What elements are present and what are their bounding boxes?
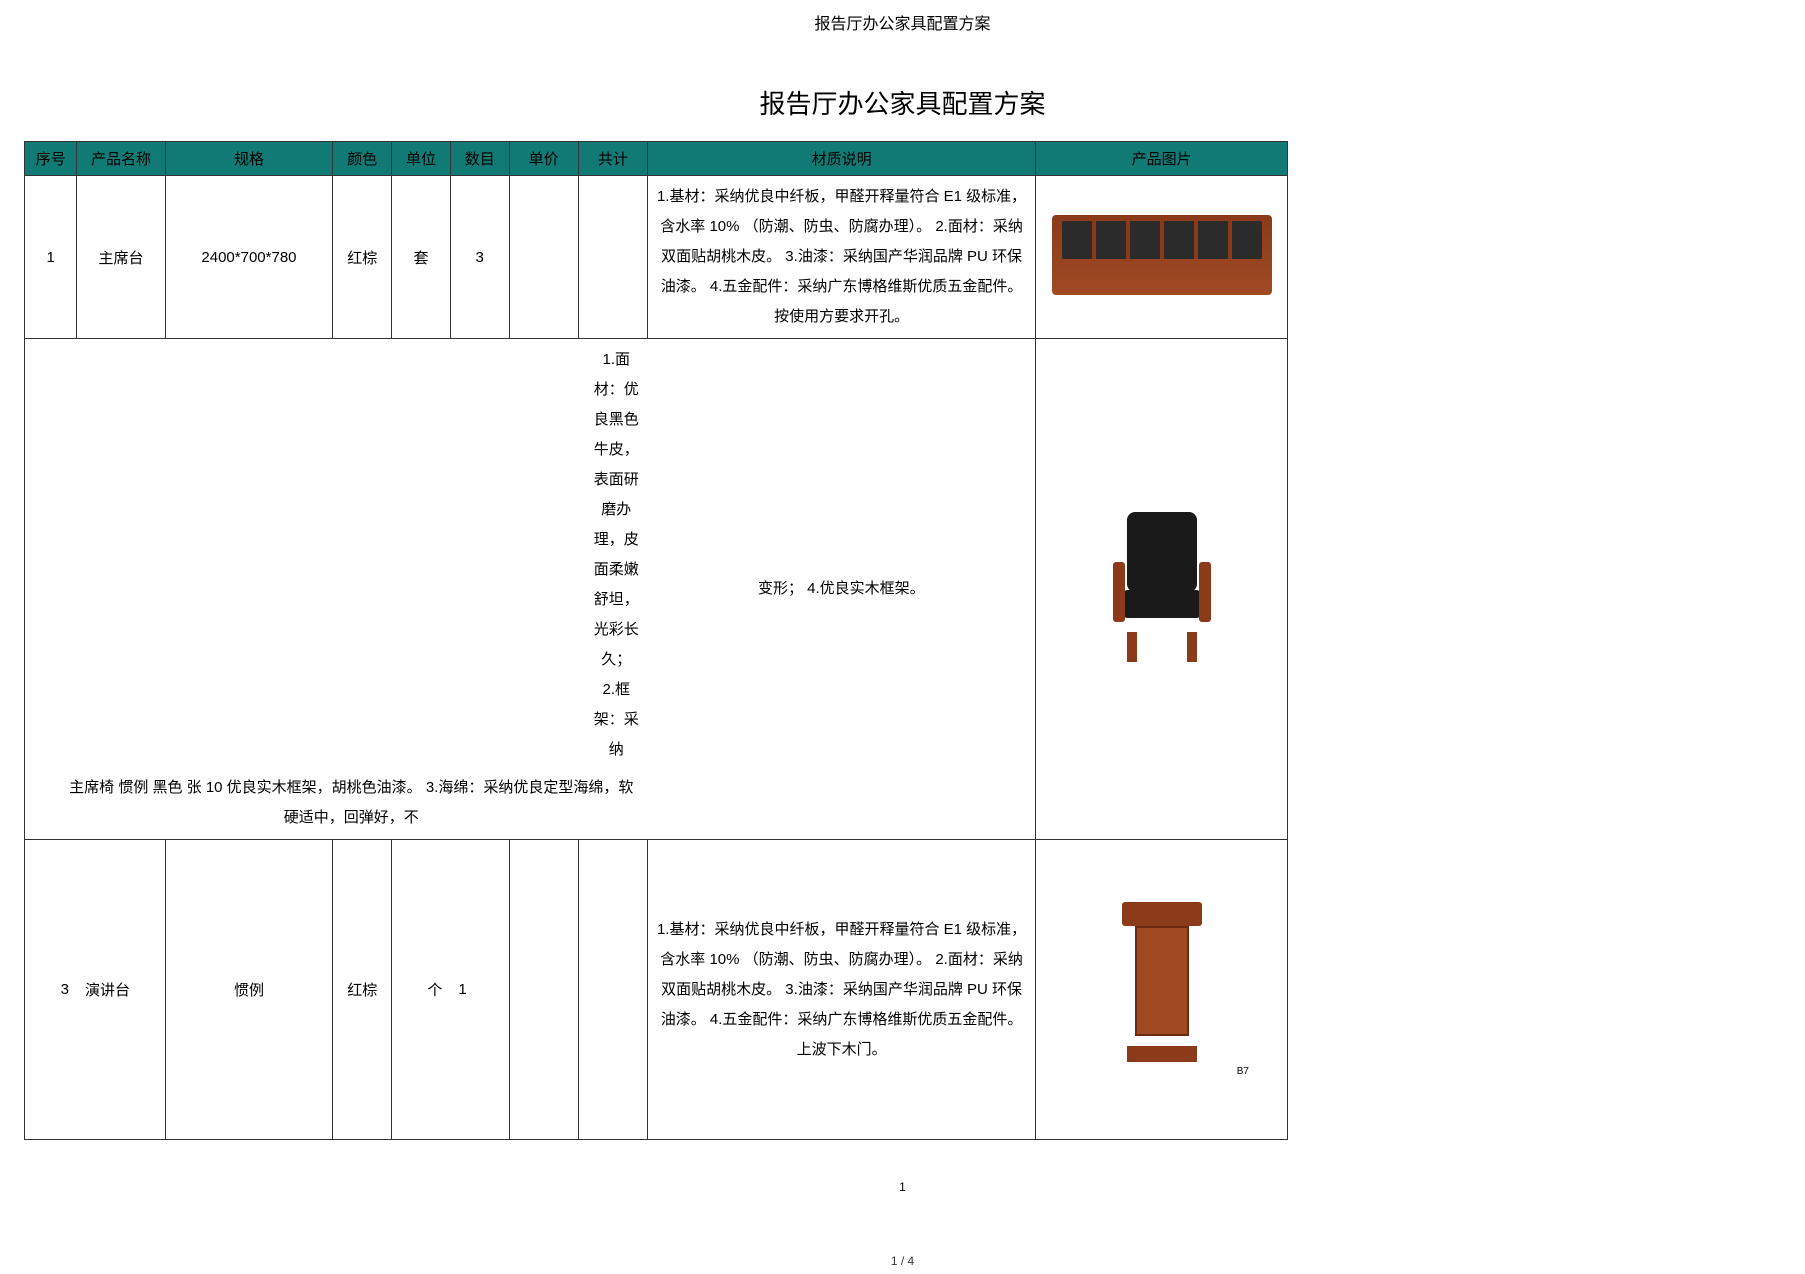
col-color: 颜色 [333,142,392,176]
cell-image [1036,339,1288,840]
cell-total [578,176,647,339]
col-qty: 数目 [450,142,509,176]
cell-price [509,840,578,1140]
cell-seq: 3 [25,840,77,1140]
page-number: 1 [0,1180,1805,1194]
col-seq: 序号 [25,142,77,176]
cell-name: 主席台 [77,176,165,339]
product-image-podium [1117,902,1207,1062]
cell-color: 红棕 [333,840,392,1140]
cell-name: 演讲台 [77,840,165,1140]
cell-image [1036,176,1288,339]
table-row: 1 主席台 2400*700*780 红棕 套 3 1.基材：采纳优良中纤板，甲… [25,176,1288,339]
cell-desc: 1.基材：采纳优良中纤板，甲醛开释量符合 E1 级标准，含水率 10% （防潮、… [648,176,1036,339]
cell-spec: 惯例 [165,840,333,1140]
col-total: 共计 [578,142,647,176]
product-image-chair [1107,512,1217,662]
col-unit: 单位 [392,142,451,176]
col-name: 产品名称 [77,142,165,176]
col-desc: 材质说明 [648,142,1036,176]
cell-desc-bottom: 变形； 4.优良实木框架。 [648,339,1036,840]
image-caption: B7 [1044,1066,1279,1077]
page-footer: 1 / 4 [0,1254,1805,1268]
cell-price [509,176,578,339]
col-price: 单价 [509,142,578,176]
cell-unit: 个 [392,840,451,1140]
cell-qty: 3 [450,176,509,339]
cell-inline-line: 主席椅 惯例 黑色 张 10 优良实木框架，胡桃色油漆。 3.海绵：采纳优良定型… [63,773,640,833]
table-row: 1.面材：优良黑色牛皮，表面研磨办理，皮面柔嫩舒坦，光彩长久； 2.框架：采纳 … [25,339,1288,840]
col-img: 产品图片 [1036,142,1288,176]
table-row: 3 演讲台 惯例 红棕 个 1 1.基材：采纳优良中纤板，甲醛开释量符合 E1 … [25,840,1288,1140]
table-header-row: 序号 产品名称 规格 颜色 单位 数目 单价 共计 材质说明 产品图片 [25,142,1288,176]
furniture-table: 序号 产品名称 规格 颜色 单位 数目 单价 共计 材质说明 产品图片 1 主席… [24,141,1288,1140]
cell-unit: 套 [392,176,451,339]
cell-desc-top: 1.面材：优良黑色牛皮，表面研磨办理，皮面柔嫩舒坦，光彩长久； 2.框架：采纳 [593,345,640,765]
cell-desc: 1.基材：采纳优良中纤板，甲醛开释量符合 E1 级标准，含水率 10% （防潮、… [648,840,1036,1140]
running-header: 报告厅办公家具配置方案 [0,0,1805,54]
cell-seq: 1 [25,176,77,339]
col-spec: 规格 [165,142,333,176]
cell-color: 红棕 [333,176,392,339]
cell-image: B7 [1036,840,1288,1140]
product-image-desk [1052,215,1272,295]
cell-spec: 2400*700*780 [165,176,333,339]
cell-qty: 1 [450,840,509,1140]
cell-total [578,840,647,1140]
document-title: 报告厅办公家具配置方案 [0,84,1805,121]
